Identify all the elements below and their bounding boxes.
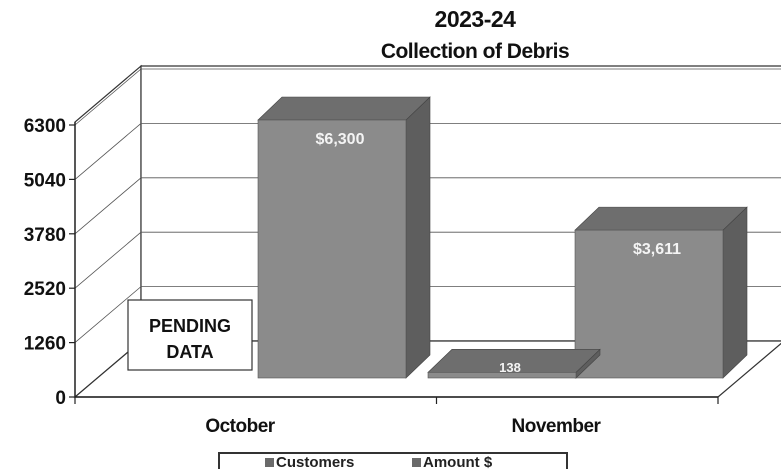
legend: Customers Amount $ bbox=[218, 452, 568, 471]
annotation-line1: PENDING bbox=[149, 316, 231, 336]
gridline bbox=[74, 286, 781, 343]
bar-amount-november bbox=[574, 206, 748, 379]
bar-amount-october-front bbox=[257, 119, 407, 379]
gridline bbox=[74, 68, 781, 126]
legend-label-amount: Amount $ bbox=[423, 454, 493, 471]
chart-title: Collection of Debris bbox=[380, 40, 570, 63]
legend-label-customers: Customers bbox=[276, 454, 355, 471]
chart-title-year: 2023-24 bbox=[434, 6, 516, 32]
pending-data-annotation: PENDING DATA bbox=[127, 299, 253, 371]
gridline bbox=[74, 231, 781, 289]
gridline bbox=[74, 177, 781, 235]
y-tick-label: 5040 bbox=[24, 170, 66, 191]
legend-item-customers: Customers bbox=[265, 454, 354, 471]
bar-amount-october bbox=[257, 96, 431, 379]
x-category-label-october: October bbox=[205, 416, 275, 437]
data-label-amount-november: $3,611 bbox=[633, 241, 681, 258]
bar-amount-november-side bbox=[722, 206, 748, 379]
y-tick-label: 3780 bbox=[24, 225, 66, 246]
y-tick-label: 6300 bbox=[24, 116, 66, 137]
x-category-label-november: November bbox=[512, 416, 602, 437]
bar-customers-november bbox=[427, 348, 601, 379]
y-tick-label: 0 bbox=[55, 388, 66, 409]
data-label-amount-october: $6,300 bbox=[316, 131, 365, 148]
bar-amount-october-side bbox=[405, 96, 431, 379]
annotation-line2: DATA bbox=[166, 342, 213, 362]
y-tick-label: 1260 bbox=[24, 334, 66, 355]
bar-amount-november-top bbox=[574, 206, 748, 231]
data-label-customers-november: 138 bbox=[499, 360, 521, 375]
legend-item-amount: Amount $ bbox=[412, 454, 492, 471]
legend-swatch-customers bbox=[265, 458, 274, 467]
legend-swatch-amount bbox=[412, 458, 421, 467]
gridline bbox=[74, 123, 781, 180]
annotation-box bbox=[127, 299, 253, 371]
y-tick-label: 2520 bbox=[24, 279, 66, 300]
bar-amount-october-top bbox=[257, 96, 431, 121]
bar-customers-november-front bbox=[427, 372, 577, 379]
gridlines bbox=[74, 68, 781, 343]
